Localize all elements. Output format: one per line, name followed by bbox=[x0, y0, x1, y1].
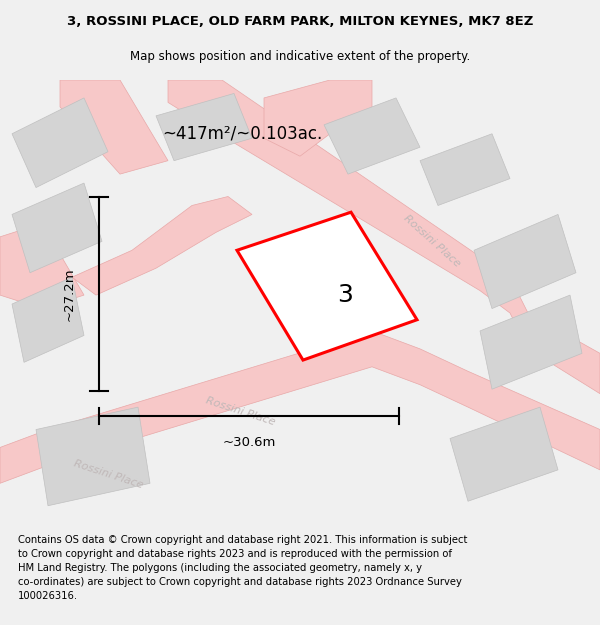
Polygon shape bbox=[12, 98, 108, 188]
Polygon shape bbox=[480, 295, 582, 389]
Polygon shape bbox=[156, 94, 252, 161]
Text: ~27.2m: ~27.2m bbox=[62, 267, 76, 321]
Text: ~417m²/~0.103ac.: ~417m²/~0.103ac. bbox=[162, 125, 322, 142]
Polygon shape bbox=[237, 213, 417, 360]
Polygon shape bbox=[264, 80, 372, 156]
Polygon shape bbox=[12, 183, 102, 272]
Polygon shape bbox=[474, 214, 576, 309]
Polygon shape bbox=[60, 80, 168, 174]
Polygon shape bbox=[324, 98, 420, 174]
Text: Contains OS data © Crown copyright and database right 2021. This information is : Contains OS data © Crown copyright and d… bbox=[18, 535, 467, 601]
Polygon shape bbox=[72, 196, 252, 295]
Text: Rossini Place: Rossini Place bbox=[204, 396, 276, 428]
Polygon shape bbox=[168, 80, 600, 394]
Text: 3: 3 bbox=[337, 282, 353, 306]
Polygon shape bbox=[0, 331, 600, 483]
Text: 3, ROSSINI PLACE, OLD FARM PARK, MILTON KEYNES, MK7 8EZ: 3, ROSSINI PLACE, OLD FARM PARK, MILTON … bbox=[67, 16, 533, 28]
Text: ~30.6m: ~30.6m bbox=[223, 436, 275, 449]
Text: Rossini Place: Rossini Place bbox=[402, 213, 462, 269]
Polygon shape bbox=[12, 277, 84, 362]
Polygon shape bbox=[0, 223, 84, 309]
Polygon shape bbox=[36, 407, 150, 506]
Text: Map shows position and indicative extent of the property.: Map shows position and indicative extent… bbox=[130, 50, 470, 62]
Text: Rossini Place: Rossini Place bbox=[72, 458, 144, 490]
Polygon shape bbox=[420, 134, 510, 206]
Polygon shape bbox=[450, 407, 558, 501]
